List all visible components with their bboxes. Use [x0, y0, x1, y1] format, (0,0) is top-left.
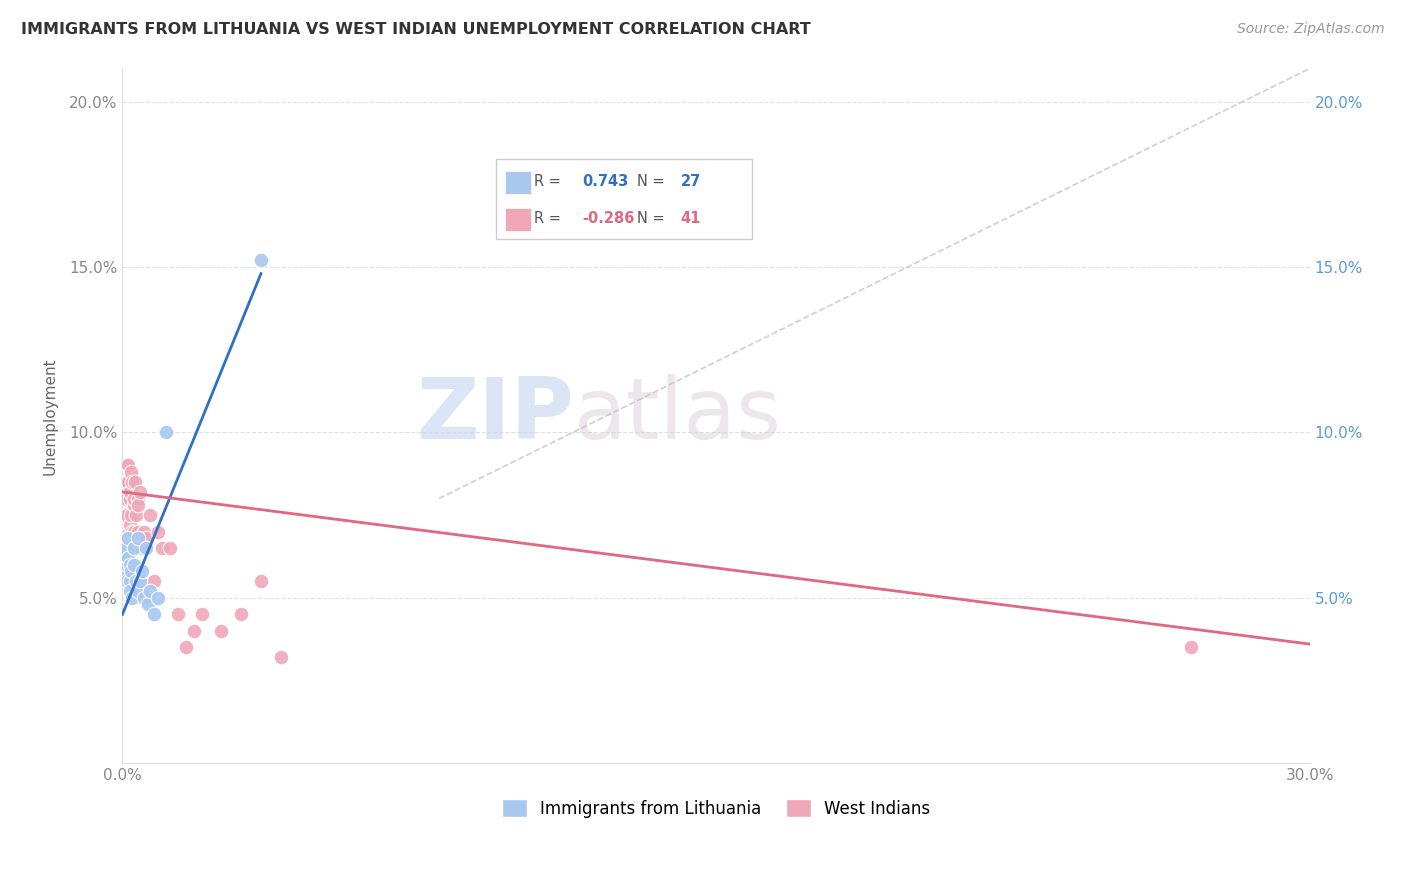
Point — [190, 607, 212, 622]
Point — [129, 574, 152, 589]
Point — [115, 508, 138, 522]
Point — [117, 475, 139, 489]
Point — [118, 574, 141, 589]
Point — [115, 564, 138, 578]
Text: Source: ZipAtlas.com: Source: ZipAtlas.com — [1237, 22, 1385, 37]
Point — [131, 564, 153, 578]
Point — [124, 524, 146, 539]
Point — [174, 640, 197, 655]
Y-axis label: Unemployment: Unemployment — [44, 357, 58, 475]
Point — [118, 558, 141, 572]
Point — [120, 564, 142, 578]
Point — [127, 524, 149, 539]
Point — [120, 465, 142, 479]
Point — [118, 518, 141, 533]
Point — [135, 531, 157, 545]
Point — [139, 584, 162, 599]
Legend: Immigrants from Lithuania, West Indians: Immigrants from Lithuania, West Indians — [495, 793, 938, 824]
Point — [134, 591, 156, 605]
Point — [127, 584, 149, 599]
Point — [131, 541, 153, 555]
Point — [117, 531, 139, 545]
FancyBboxPatch shape — [496, 159, 752, 239]
Point — [143, 607, 166, 622]
Point — [127, 491, 149, 506]
Text: R =: R = — [534, 211, 561, 227]
Point — [115, 574, 138, 589]
Point — [117, 551, 139, 566]
Point — [159, 541, 181, 555]
Point — [114, 541, 136, 555]
Point — [124, 491, 146, 506]
Point — [120, 484, 142, 499]
Text: R =: R = — [534, 174, 561, 189]
Point — [209, 624, 232, 638]
Text: 0.743: 0.743 — [582, 174, 628, 189]
Text: 27: 27 — [681, 174, 700, 189]
Point — [124, 558, 146, 572]
Point — [124, 475, 146, 489]
Text: ZIP: ZIP — [416, 375, 574, 458]
Point — [167, 607, 190, 622]
Point — [183, 624, 205, 638]
Point — [231, 607, 253, 622]
Point — [115, 475, 138, 489]
Point — [136, 598, 159, 612]
Point — [125, 508, 148, 522]
Text: IMMIGRANTS FROM LITHUANIA VS WEST INDIAN UNEMPLOYMENT CORRELATION CHART: IMMIGRANTS FROM LITHUANIA VS WEST INDIAN… — [21, 22, 811, 37]
Text: 41: 41 — [681, 211, 700, 227]
Point — [139, 508, 162, 522]
Point — [114, 508, 136, 522]
Text: N =: N = — [637, 211, 664, 227]
Point — [250, 253, 273, 268]
Point — [114, 551, 136, 566]
Point — [125, 574, 148, 589]
Point — [118, 491, 141, 506]
Point — [134, 524, 156, 539]
Point — [122, 498, 145, 512]
Point — [115, 458, 138, 473]
Point — [122, 541, 145, 555]
Point — [121, 475, 143, 489]
Point — [270, 650, 292, 665]
Point — [115, 558, 138, 572]
FancyBboxPatch shape — [505, 209, 531, 231]
Point — [120, 508, 142, 522]
Point — [250, 574, 273, 589]
Point — [143, 574, 166, 589]
Point — [127, 531, 149, 545]
Point — [146, 524, 169, 539]
Point — [120, 584, 142, 599]
Point — [117, 458, 139, 473]
Text: atlas: atlas — [574, 375, 782, 458]
Text: N =: N = — [637, 174, 664, 189]
FancyBboxPatch shape — [505, 170, 531, 194]
Point — [146, 591, 169, 605]
Point — [127, 498, 149, 512]
Point — [155, 425, 177, 440]
Point — [114, 491, 136, 506]
Point — [135, 541, 157, 555]
Point — [1180, 640, 1202, 655]
Point — [118, 524, 141, 539]
Point — [129, 484, 152, 499]
Point — [121, 524, 143, 539]
Text: -0.286: -0.286 — [582, 211, 634, 227]
Point — [150, 541, 173, 555]
Point — [121, 591, 143, 605]
